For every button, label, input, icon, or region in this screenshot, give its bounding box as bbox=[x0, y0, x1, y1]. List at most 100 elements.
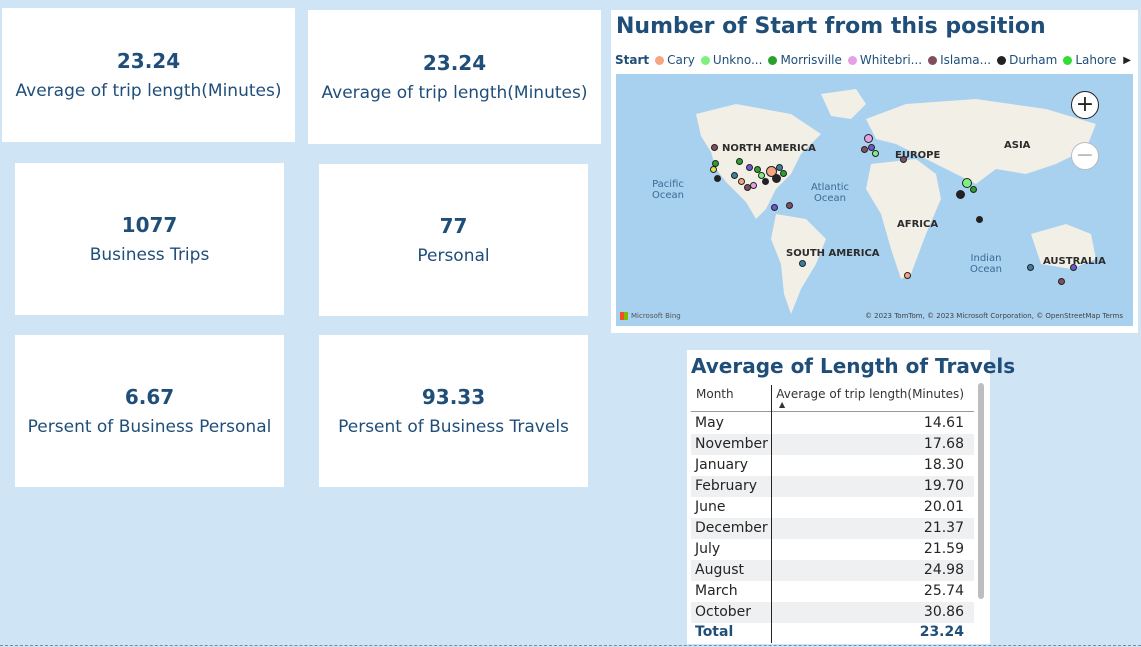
map-point[interactable] bbox=[786, 202, 793, 209]
table-row[interactable]: August 24.98 bbox=[691, 560, 974, 581]
map-point[interactable] bbox=[746, 164, 753, 171]
legend-item-cary[interactable]: Cary bbox=[655, 53, 695, 67]
map-point[interactable] bbox=[799, 260, 806, 267]
triangle-right-icon[interactable]: ▶ bbox=[1123, 55, 1131, 66]
table-row[interactable]: December 21.37 bbox=[691, 518, 974, 539]
map-point[interactable] bbox=[711, 144, 718, 151]
card-business-trips[interactable]: 1077 Business Trips bbox=[15, 163, 284, 315]
map-point[interactable] bbox=[766, 166, 777, 177]
map-point[interactable] bbox=[736, 158, 743, 165]
legend-label: Morrisville bbox=[780, 53, 842, 67]
map-point[interactable] bbox=[1070, 264, 1077, 271]
map-point[interactable] bbox=[710, 166, 717, 173]
microsoft-logo-icon bbox=[620, 312, 628, 320]
map-point[interactable] bbox=[762, 178, 769, 185]
table-row[interactable]: May 14.61 bbox=[691, 413, 974, 434]
continent-label: AUSTRALIA bbox=[1043, 256, 1106, 267]
map-point[interactable] bbox=[962, 178, 972, 188]
vertical-scrollbar[interactable] bbox=[978, 383, 984, 599]
card-label: Personal bbox=[417, 246, 490, 266]
map-point[interactable] bbox=[754, 166, 761, 173]
legend-item-morrisville[interactable]: Morrisville bbox=[768, 53, 842, 67]
map-point[interactable] bbox=[900, 156, 907, 163]
minus-icon: − bbox=[1075, 143, 1095, 168]
map-point[interactable] bbox=[1058, 278, 1065, 285]
map-point[interactable] bbox=[1027, 264, 1034, 271]
card-avg-trip-length-2[interactable]: 23.24 Average of trip length(Minutes) bbox=[308, 10, 601, 144]
south-america-shape bbox=[771, 214, 826, 314]
table-row[interactable]: January 18.30 bbox=[691, 455, 974, 476]
map-point[interactable] bbox=[904, 272, 911, 279]
table-row[interactable]: November 17.68 bbox=[691, 434, 974, 455]
column-header-average[interactable]: Average of trip length(Minutes) bbox=[776, 387, 964, 401]
table-row[interactable]: October 30.86 bbox=[691, 602, 974, 623]
cell-value: 21.59 bbox=[923, 541, 964, 557]
card-avg-trip-length-1[interactable]: 23.24 Average of trip length(Minutes) bbox=[2, 8, 295, 142]
greenland-shape bbox=[821, 89, 866, 119]
map-point[interactable] bbox=[780, 170, 787, 177]
zoom-out-button[interactable]: − bbox=[1071, 142, 1099, 170]
cell-month: May bbox=[695, 415, 724, 431]
legend-label: Cary bbox=[667, 53, 695, 67]
table-row[interactable]: July 21.59 bbox=[691, 539, 974, 560]
legend-label: Durham bbox=[1009, 53, 1058, 67]
map-point[interactable] bbox=[776, 164, 783, 171]
cell-month: October bbox=[695, 604, 752, 620]
table-visual[interactable]: Average of Length of Travels Month Avera… bbox=[687, 350, 1015, 644]
map-point[interactable] bbox=[771, 204, 778, 211]
map-visual[interactable]: Number of Start from this position Start… bbox=[611, 10, 1138, 333]
card-value: 6.67 bbox=[124, 385, 175, 409]
card-value: 23.24 bbox=[422, 51, 487, 75]
map-point[interactable] bbox=[714, 175, 721, 182]
legend-label: Unkno... bbox=[712, 53, 763, 67]
legend-item-islamabad[interactable]: Islama... bbox=[928, 53, 991, 67]
total-value: 23.24 bbox=[919, 624, 964, 640]
map-canvas[interactable]: NORTH AMERICA EUROPE ASIA AFRICA SOUTH A… bbox=[616, 74, 1133, 326]
legend-item-unknown[interactable]: Unkno... bbox=[700, 53, 763, 67]
card-percent-business-travels[interactable]: 93.33 Persent of Business Travels bbox=[319, 335, 588, 487]
legend-label: Whitebri... bbox=[859, 53, 923, 67]
map-point[interactable] bbox=[956, 190, 965, 199]
legend-label: Islama... bbox=[940, 53, 992, 67]
map-point[interactable] bbox=[750, 182, 757, 189]
map-point[interactable] bbox=[758, 172, 765, 179]
card-personal[interactable]: 77 Personal bbox=[319, 164, 588, 316]
legend-label: Lahore bbox=[1075, 53, 1117, 67]
sort-ascending-icon[interactable]: ▲ bbox=[779, 400, 786, 409]
legend-item-whitebridge[interactable]: Whitebri... bbox=[847, 53, 923, 67]
map-point[interactable] bbox=[864, 134, 873, 143]
map-point[interactable] bbox=[976, 216, 983, 223]
card-label: Persent of Business Personal bbox=[27, 417, 272, 437]
card-label: Persent of Business Travels bbox=[338, 417, 569, 437]
cell-month: January bbox=[695, 457, 749, 473]
cell-month: March bbox=[695, 583, 738, 599]
map-point[interactable] bbox=[738, 178, 745, 185]
column-header-month[interactable]: Month bbox=[696, 387, 734, 401]
cell-value: 14.61 bbox=[923, 415, 964, 431]
legend-item-durham[interactable]: Durham bbox=[997, 53, 1057, 67]
map-point[interactable] bbox=[731, 172, 738, 179]
cell-value: 19.70 bbox=[923, 478, 964, 494]
table-row[interactable]: March 25.74 bbox=[691, 581, 974, 602]
table-row[interactable]: February 19.70 bbox=[691, 476, 974, 497]
continent-label: ASIA bbox=[1004, 140, 1031, 151]
map-copyright[interactable]: © 2023 TomTom, © 2023 Microsoft Corporat… bbox=[864, 312, 1123, 320]
map-point[interactable] bbox=[772, 174, 781, 183]
table-header: Month Average of trip length(Minutes) ▲ bbox=[691, 385, 974, 412]
total-label: Total bbox=[695, 624, 734, 640]
map-point[interactable] bbox=[872, 150, 879, 157]
legend-dot bbox=[997, 55, 1007, 65]
plus-icon: + bbox=[1075, 92, 1095, 117]
map-point[interactable] bbox=[970, 186, 977, 193]
card-label: Average of trip length(Minutes) bbox=[321, 83, 588, 103]
bing-logo-text: Microsoft Bing bbox=[631, 312, 681, 320]
column-divider[interactable] bbox=[771, 385, 772, 643]
zoom-in-button[interactable]: + bbox=[1071, 91, 1099, 119]
card-percent-business-personal[interactable]: 6.67 Persent of Business Personal bbox=[15, 335, 284, 487]
map-point[interactable] bbox=[868, 144, 875, 151]
legend-item-lahore[interactable]: Lahore bbox=[1063, 53, 1116, 67]
map-point[interactable] bbox=[861, 146, 868, 153]
table-row[interactable]: June 20.01 bbox=[691, 497, 974, 518]
cell-month: August bbox=[695, 562, 744, 578]
legend-dot bbox=[1063, 55, 1073, 65]
